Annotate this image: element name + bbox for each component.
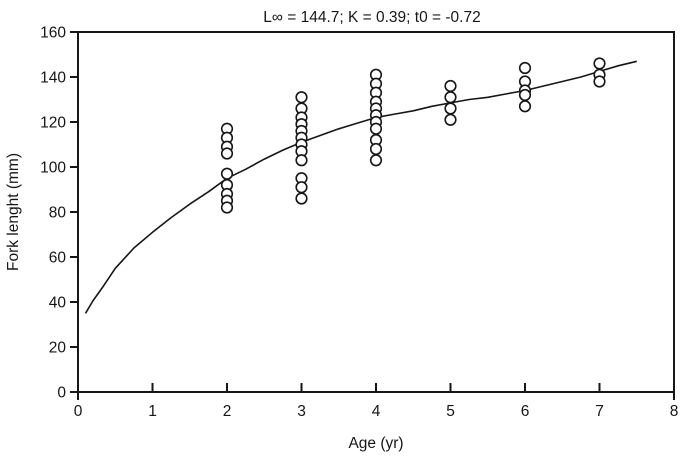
x-axis-label: Age (yr) [348, 435, 403, 452]
data-point [444, 102, 457, 115]
y-tick-label: 40 [49, 295, 67, 312]
data-point [220, 167, 234, 180]
y-axis-label: Fork lenght (mm) [5, 153, 22, 271]
data-point [295, 154, 308, 167]
x-tick-label: 4 [372, 403, 381, 420]
data-point [220, 147, 234, 160]
data-point [444, 79, 457, 93]
data-point [518, 61, 532, 75]
chart-title: L∞ = 144.7; K = 0.39; t0 = -0.72 [263, 9, 480, 26]
data-point [518, 100, 532, 113]
data-point [369, 122, 383, 135]
x-tick-label: 2 [223, 403, 232, 420]
data-point [369, 154, 383, 167]
data-point [518, 88, 532, 102]
x-tick-label: 7 [595, 403, 604, 420]
y-tick-label: 0 [57, 385, 66, 402]
data-point [369, 142, 383, 156]
x-tick-label: 1 [148, 403, 157, 420]
y-tick-label: 140 [40, 70, 66, 87]
y-tick-label: 60 [49, 250, 67, 267]
x-tick-label: 0 [74, 403, 83, 420]
y-tick-label: 120 [40, 115, 66, 132]
y-tick-label: 160 [40, 25, 66, 42]
data-point [444, 91, 457, 104]
x-tick-label: 5 [446, 403, 455, 420]
y-tick-label: 80 [49, 205, 67, 222]
y-tick-label: 100 [40, 160, 66, 177]
data-point [295, 181, 308, 194]
data-point [295, 192, 308, 205]
x-tick-label: 3 [297, 403, 306, 420]
growth-curve [84, 60, 637, 314]
data-point [444, 113, 457, 126]
x-tick-label: 6 [521, 403, 530, 420]
x-tick-label: 8 [670, 403, 679, 420]
data-point [593, 57, 606, 70]
y-tick-label: 20 [49, 340, 67, 357]
data-point [295, 91, 308, 104]
data-point [220, 201, 234, 214]
data-point [593, 75, 606, 88]
